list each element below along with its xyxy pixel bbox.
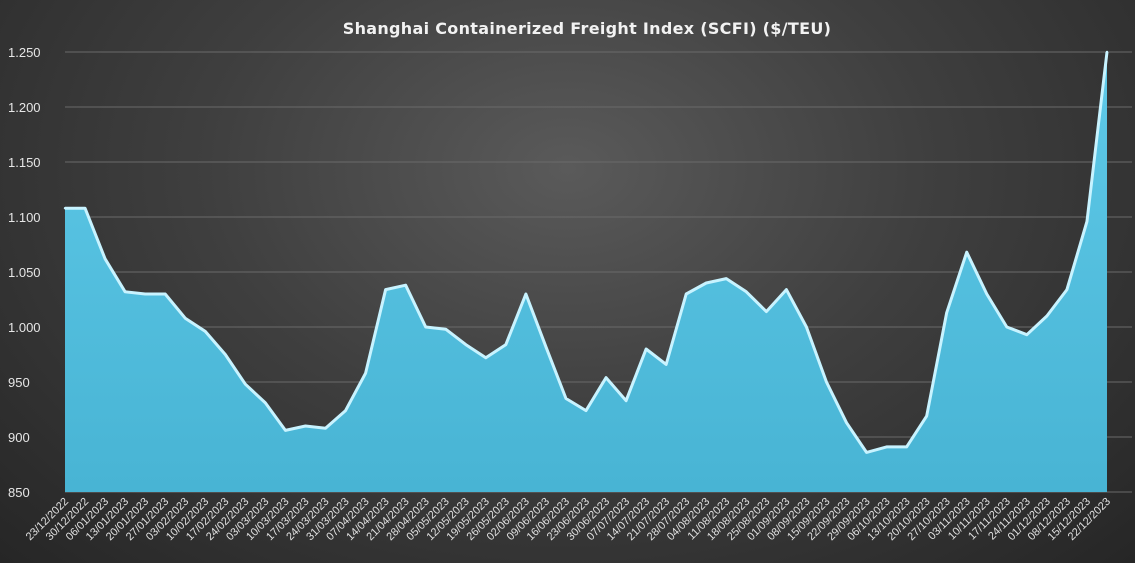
data-point (143, 292, 147, 296)
data-point (684, 292, 688, 296)
y-tick-label: 950 (8, 375, 30, 390)
data-point (264, 401, 267, 405)
data-point (1005, 325, 1009, 329)
area-series (63, 50, 1109, 492)
x-axis: 23/12/202230/12/202206/01/202313/01/2023… (24, 496, 1113, 543)
data-point (544, 345, 548, 348)
data-point (905, 445, 908, 449)
data-point (965, 251, 968, 254)
data-point (524, 292, 528, 296)
chart-title: Shanghai Containerized Freight Index (SC… (343, 19, 831, 38)
data-point (785, 288, 788, 291)
data-point (1045, 314, 1049, 318)
data-point (444, 328, 447, 331)
data-point (1105, 50, 1109, 54)
y-tick-label: 900 (8, 430, 30, 445)
y-axis: 850 900 950 1.000 1.050 1.100 1.150 1.200 1.250 (8, 45, 41, 500)
data-point (564, 397, 568, 400)
data-point (825, 380, 828, 384)
data-point (925, 414, 928, 418)
data-point (83, 207, 87, 210)
data-point (504, 343, 508, 346)
data-point (1085, 220, 1089, 223)
data-point (484, 356, 488, 359)
data-point (404, 284, 407, 287)
data-point (885, 445, 888, 449)
data-point (344, 409, 347, 412)
data-point (364, 372, 367, 375)
data-point (103, 257, 107, 260)
data-point (845, 421, 848, 424)
data-point (304, 424, 307, 428)
data-point (745, 290, 748, 293)
data-point (123, 290, 127, 293)
data-point (805, 325, 808, 329)
y-tick-label: 1.100 (8, 210, 41, 225)
data-point (1025, 333, 1029, 336)
y-tick-label: 1.000 (8, 320, 41, 335)
data-point (584, 409, 588, 412)
data-point (985, 292, 988, 296)
data-point (624, 399, 628, 402)
data-point (184, 317, 187, 320)
y-tick-label: 1.050 (8, 265, 41, 280)
data-point (604, 376, 608, 379)
data-point (865, 451, 868, 454)
data-point (163, 292, 167, 296)
data-point (705, 281, 708, 285)
data-point (644, 347, 648, 351)
data-point (224, 353, 227, 356)
data-point (725, 277, 728, 280)
data-point (284, 429, 287, 432)
data-point (424, 325, 427, 329)
y-tick-label: 1.150 (8, 155, 41, 170)
data-point (945, 311, 948, 314)
area-fill (65, 52, 1107, 492)
data-point (63, 207, 67, 210)
y-tick-label: 1.250 (8, 45, 41, 60)
data-point (664, 363, 668, 366)
data-point (324, 427, 327, 430)
data-point (1065, 288, 1069, 291)
data-point (464, 343, 467, 346)
data-point (204, 330, 207, 333)
y-tick-label: 850 (8, 485, 30, 500)
data-point (384, 288, 387, 291)
data-point (765, 310, 768, 313)
data-point (244, 383, 247, 386)
y-tick-label: 1.200 (8, 100, 41, 115)
